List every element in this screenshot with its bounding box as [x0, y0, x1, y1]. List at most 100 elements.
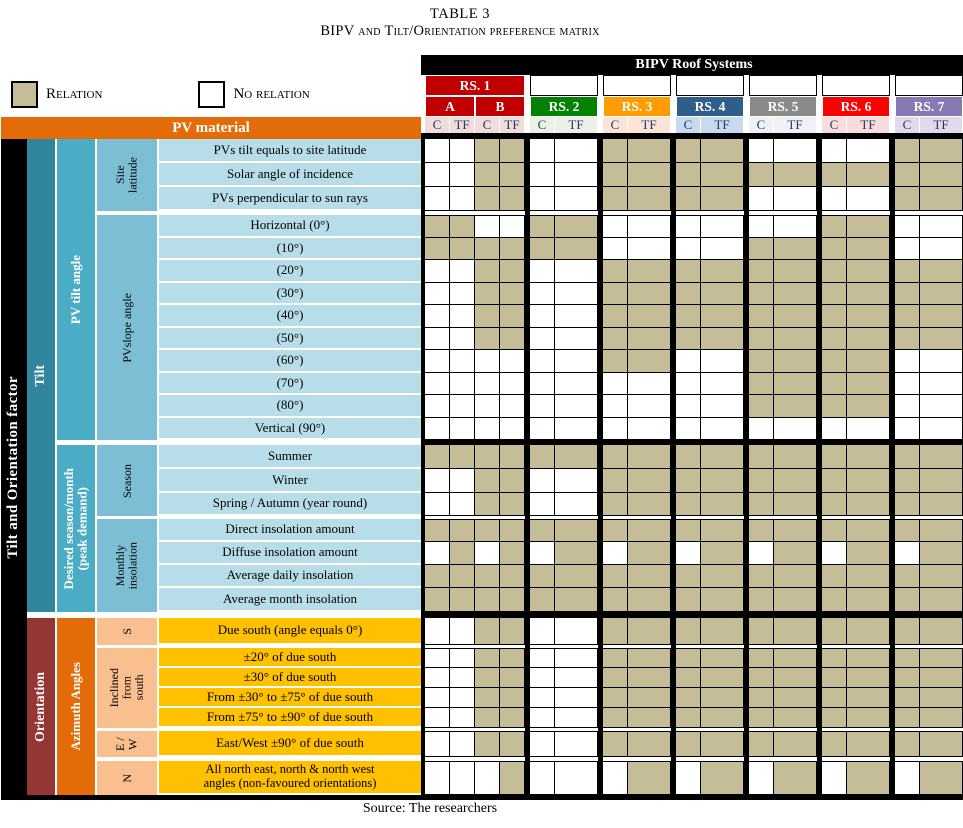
- matrix-cell: [676, 260, 701, 283]
- matrix-cell: [749, 668, 774, 688]
- matrix-cell: [475, 237, 500, 260]
- matrix-divider: [671, 133, 676, 800]
- matrix-cell: [774, 372, 817, 395]
- matrix-cell: [676, 469, 701, 493]
- matrix-cell: [822, 163, 847, 187]
- rs2-header: RS. 2: [530, 96, 598, 117]
- matrix-cell: [628, 395, 671, 418]
- matrix-cell: [847, 417, 890, 440]
- matrix-cell: [822, 668, 847, 688]
- matrix-cell: [555, 648, 598, 668]
- matrix-cell: [822, 761, 847, 795]
- matrix-cell: [603, 372, 628, 395]
- matrix-cell: [603, 761, 628, 795]
- matrix-cell: [603, 163, 628, 187]
- matrix-cell: [500, 648, 525, 668]
- matrix-cell: [603, 648, 628, 668]
- matrix-cell: [425, 372, 450, 395]
- material-col-header-RS4-C: C: [676, 117, 701, 133]
- matrix-cell: [822, 282, 847, 305]
- matrix-cell: [895, 648, 920, 668]
- matrix-cell: [847, 519, 890, 542]
- matrix-cell: [500, 519, 525, 542]
- matrix-cell: [749, 282, 774, 305]
- matrix-cell: [822, 542, 847, 565]
- matrix-cell: [920, 648, 963, 668]
- matrix-cell: [920, 688, 963, 708]
- matrix-cell: [628, 417, 671, 440]
- matrix-cell: [676, 237, 701, 260]
- matrix-cell: [701, 648, 744, 668]
- matrix-cell: [822, 417, 847, 440]
- matrix-cell: [774, 163, 817, 187]
- matrix-cell: [774, 237, 817, 260]
- matrix-cell: [920, 731, 963, 757]
- matrix-cell: [822, 688, 847, 708]
- matrix-cell: [920, 493, 963, 516]
- subgroup-label-monthly-insolation: Monthly insolation: [97, 519, 159, 612]
- matrix-cell: [701, 761, 744, 795]
- matrix-cell: [628, 519, 671, 542]
- table-number: TABLE 3: [430, 6, 490, 22]
- matrix-cell: [701, 372, 744, 395]
- matrix-cell: [530, 493, 555, 516]
- matrix-cell: [774, 282, 817, 305]
- matrix-cell: [603, 215, 628, 238]
- matrix-cell: [450, 282, 475, 305]
- matrix-cell: [628, 187, 671, 211]
- matrix-cell: [475, 282, 500, 305]
- matrix-cell: [603, 731, 628, 757]
- matrix-cell: [500, 708, 525, 728]
- matrix-cell: [450, 519, 475, 542]
- rs1-sub-b-header: B: [475, 96, 525, 117]
- matrix-cell: [475, 305, 500, 328]
- matrix-cell: [701, 565, 744, 588]
- row-label: (80°): [159, 395, 421, 418]
- matrix-cell: [847, 260, 890, 283]
- section-label-tilt: Tilt: [27, 139, 57, 612]
- matrix-cell: [555, 282, 598, 305]
- matrix-cell: [500, 417, 525, 440]
- row-label: (20°): [159, 260, 421, 283]
- matrix-cell: [603, 417, 628, 440]
- matrix-cell: [749, 139, 774, 163]
- matrix-cell: [676, 163, 701, 187]
- subgroup-label-south: S: [97, 618, 159, 645]
- matrix-cell: [676, 565, 701, 588]
- matrix-cell: [822, 618, 847, 645]
- matrix-cell: [555, 565, 598, 588]
- matrix-cell: [603, 469, 628, 493]
- row-label: Average daily insolation: [159, 565, 421, 588]
- row-label: Summer: [159, 445, 421, 469]
- matrix-cell: [425, 282, 450, 305]
- matrix-cell: [475, 327, 500, 350]
- matrix-cell: [895, 163, 920, 187]
- rs1-header: RS. 1: [425, 75, 525, 96]
- matrix-cell: [749, 395, 774, 418]
- matrix-cell: [774, 588, 817, 612]
- matrix-cell: [920, 395, 963, 418]
- matrix-cell: [822, 215, 847, 238]
- matrix-cell: [628, 163, 671, 187]
- matrix-divider: [890, 133, 895, 800]
- matrix-cell: [555, 668, 598, 688]
- matrix-cell: [774, 417, 817, 440]
- subsection-label-desired-season: Desired season/month (peak demand): [57, 445, 97, 612]
- matrix-cell: [847, 282, 890, 305]
- subgroup-label-north: N: [97, 761, 159, 795]
- row-label: Direct insolation amount: [159, 519, 421, 542]
- matrix-cell: [920, 565, 963, 588]
- matrix-cell: [475, 708, 500, 728]
- matrix-cell: [847, 372, 890, 395]
- matrix-cell: [676, 648, 701, 668]
- matrix-cell: [603, 542, 628, 565]
- matrix-cell: [425, 260, 450, 283]
- matrix-cell: [676, 139, 701, 163]
- matrix-cell: [450, 618, 475, 645]
- matrix-cell: [555, 493, 598, 516]
- matrix-cell: [530, 187, 555, 211]
- matrix-cell: [847, 469, 890, 493]
- matrix-cell: [895, 588, 920, 612]
- matrix-cell: [920, 668, 963, 688]
- matrix-cell: [895, 445, 920, 469]
